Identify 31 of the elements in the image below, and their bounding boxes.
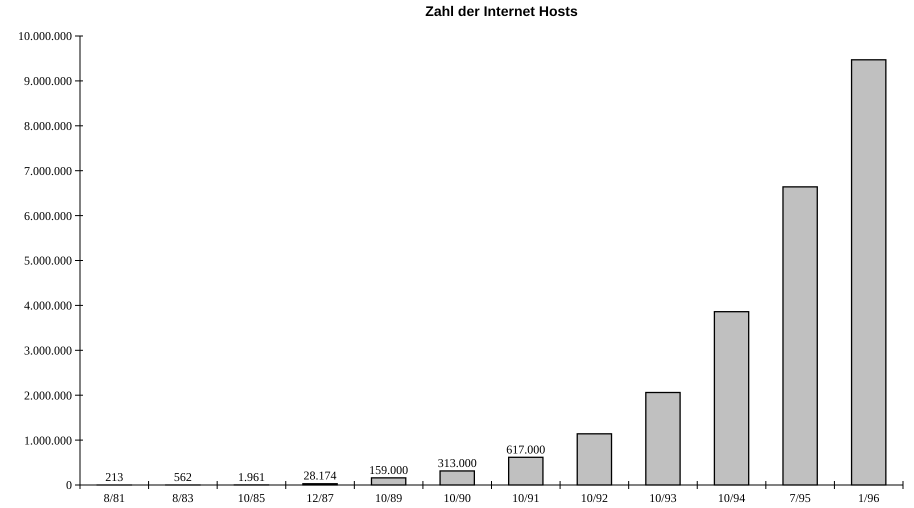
y-tick-label: 4.000.000 [24, 298, 72, 313]
x-tick-label: 8/83 [172, 491, 194, 505]
y-tick-label: 3.000.000 [24, 344, 72, 358]
x-tick-label: 10/94 [718, 491, 746, 505]
y-tick-label: 9.000.000 [24, 74, 72, 88]
y-tick-label: 6.000.000 [24, 208, 72, 223]
data-label: 313.000 [438, 456, 477, 470]
x-tick-label: 1/96 [858, 491, 880, 505]
x-tick-label: 12/87 [306, 491, 334, 505]
y-tick-label: 10.000.000 [18, 29, 72, 44]
x-tick-label: 7/95 [789, 491, 811, 505]
data-label: 159.000 [369, 462, 408, 477]
y-tick-label: 7.000.000 [24, 164, 72, 178]
y-tick-label: 1.000.000 [24, 433, 72, 448]
data-label: 213 [105, 470, 124, 484]
y-tick-label: 0 [66, 478, 72, 492]
x-tick-label: 10/90 [444, 491, 471, 505]
x-tick-label: 10/85 [238, 491, 266, 505]
data-label: 28.174 [304, 468, 337, 483]
data-label: 562 [174, 470, 192, 484]
x-tick-label: 10/89 [374, 491, 402, 505]
x-tick-label: 10/93 [649, 491, 677, 505]
x-tick-label: 10/91 [512, 491, 540, 505]
chart-title: Zahl der Internet Hosts [425, 3, 578, 19]
x-tick-label: 10/92 [580, 491, 608, 505]
data-label: 617.000 [506, 442, 546, 456]
x-tick-label: 8/81 [104, 491, 125, 505]
y-tick-label: 8.000.000 [24, 119, 72, 133]
y-tick-label: 2.000.000 [24, 388, 72, 402]
data-label: 1.961 [238, 470, 265, 484]
y-tick-label: 5.000.000 [24, 254, 72, 268]
